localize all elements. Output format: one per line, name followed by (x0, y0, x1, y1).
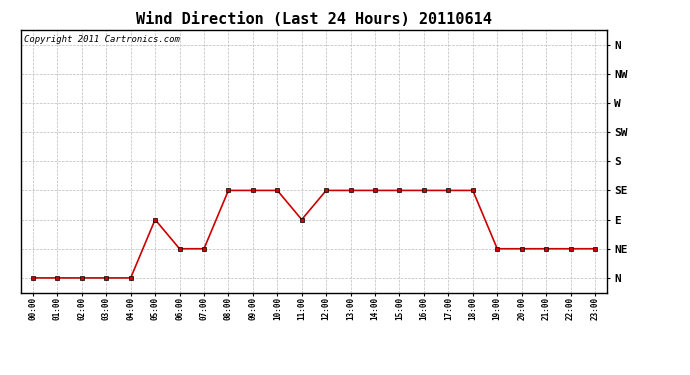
Title: Wind Direction (Last 24 Hours) 20110614: Wind Direction (Last 24 Hours) 20110614 (136, 12, 492, 27)
Text: Copyright 2011 Cartronics.com: Copyright 2011 Cartronics.com (23, 35, 179, 44)
